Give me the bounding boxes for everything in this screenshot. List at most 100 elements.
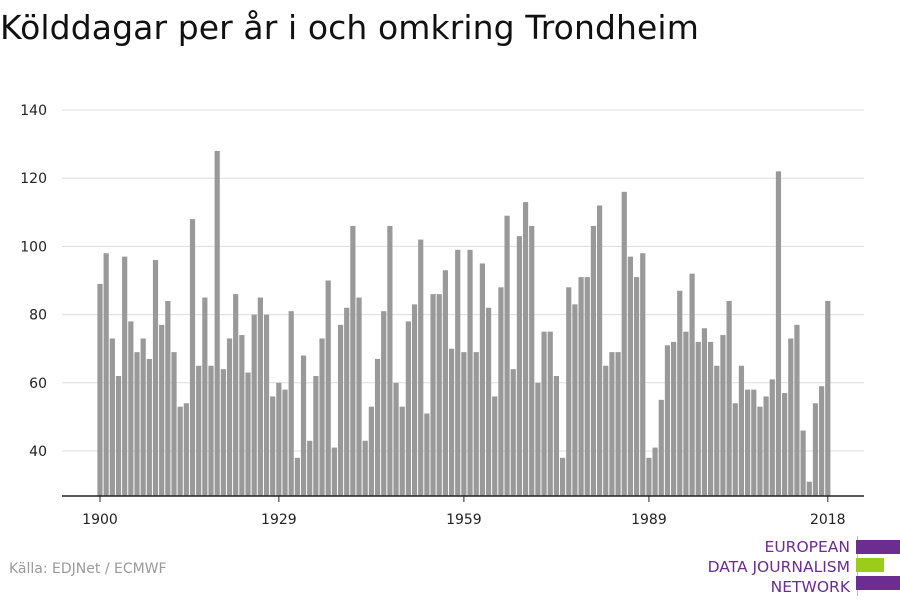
bar: [578, 277, 584, 496]
bar: [479, 263, 485, 496]
bar: [800, 430, 806, 496]
logo-line-1: EUROPEAN: [764, 538, 850, 556]
bar: [689, 273, 695, 496]
bar: [677, 290, 683, 496]
bar: [411, 304, 418, 496]
bar: [393, 382, 399, 496]
bar: [97, 283, 103, 496]
bar: [529, 225, 535, 496]
bar: [541, 331, 547, 496]
bar: [825, 300, 831, 496]
bar: [319, 338, 325, 496]
bar: [331, 447, 337, 496]
bar: [547, 331, 553, 496]
bar: [146, 358, 152, 496]
bar: [189, 219, 196, 496]
bar: [714, 365, 720, 496]
y-tick-label: 140: [20, 103, 47, 119]
bar: [344, 307, 350, 496]
logo-bar-green: [856, 558, 884, 572]
bar: [473, 352, 479, 496]
bar: [233, 294, 239, 496]
bar: [485, 307, 492, 496]
bar: [387, 225, 393, 496]
edjnet-logo: EUROPEAN DATA JOURNALISM NETWORK: [700, 536, 900, 596]
bar: [812, 403, 819, 496]
bar: [270, 396, 276, 496]
logo-line-3: NETWORK: [770, 578, 850, 596]
bar: [307, 440, 313, 496]
bar: [122, 256, 128, 496]
bar: [683, 331, 689, 496]
bar: [658, 399, 664, 496]
bar: [745, 389, 751, 496]
bar: [165, 300, 171, 496]
bar: [436, 294, 442, 496]
bar: [646, 457, 652, 496]
bar: [171, 352, 177, 496]
bar: [566, 287, 572, 496]
bar: [325, 280, 331, 496]
y-tick-label: 120: [20, 171, 47, 187]
bar: [652, 447, 658, 496]
bar: [467, 249, 473, 496]
bar: [794, 324, 800, 496]
bar: [664, 345, 671, 496]
bar: [819, 386, 825, 496]
bar: [368, 406, 374, 496]
bar: [202, 297, 208, 496]
bar: [381, 311, 387, 496]
bar: [313, 375, 319, 496]
bar: [584, 277, 590, 496]
bar: [640, 253, 646, 496]
bar: [257, 297, 263, 496]
bar: [220, 369, 226, 496]
x-tick-label: 1989: [631, 512, 667, 528]
bar: [572, 304, 578, 496]
bar: [134, 352, 140, 496]
bar: [103, 253, 109, 496]
bar: [115, 375, 122, 496]
bar: [448, 348, 455, 496]
bar: [763, 396, 769, 496]
bar: [442, 270, 448, 496]
bar: [288, 311, 294, 496]
bar: [461, 352, 467, 496]
bar: [603, 365, 609, 496]
bar: [362, 440, 368, 496]
bar: [516, 236, 522, 497]
bar: [726, 300, 732, 496]
bar: [806, 481, 812, 496]
bar: [695, 341, 701, 496]
bar: [159, 324, 165, 496]
bar: [455, 249, 461, 496]
bar: [356, 297, 362, 496]
bar: [510, 369, 516, 496]
bar: [559, 457, 566, 496]
logo-bar-purple-top: [856, 540, 900, 554]
bar: [152, 260, 159, 496]
bar: [245, 372, 251, 496]
y-tick-label: 40: [29, 444, 47, 460]
bar: [405, 321, 411, 496]
bar: [183, 403, 189, 496]
bar: [615, 352, 621, 496]
bar: [109, 338, 115, 496]
bar: [757, 406, 763, 496]
bar: [239, 335, 245, 496]
bar: [251, 314, 257, 496]
bar: [788, 338, 794, 496]
bar: [633, 277, 640, 496]
bar: [553, 375, 560, 496]
logo-bar-purple-bottom: [856, 576, 900, 590]
bar: [350, 225, 356, 496]
bar: [671, 341, 677, 496]
bar: [300, 355, 307, 496]
bar: [732, 403, 738, 496]
x-tick-label: 1929: [261, 512, 297, 528]
bar: [701, 328, 708, 496]
bar: [535, 382, 541, 496]
bar: [708, 341, 714, 496]
bar: [430, 294, 436, 496]
